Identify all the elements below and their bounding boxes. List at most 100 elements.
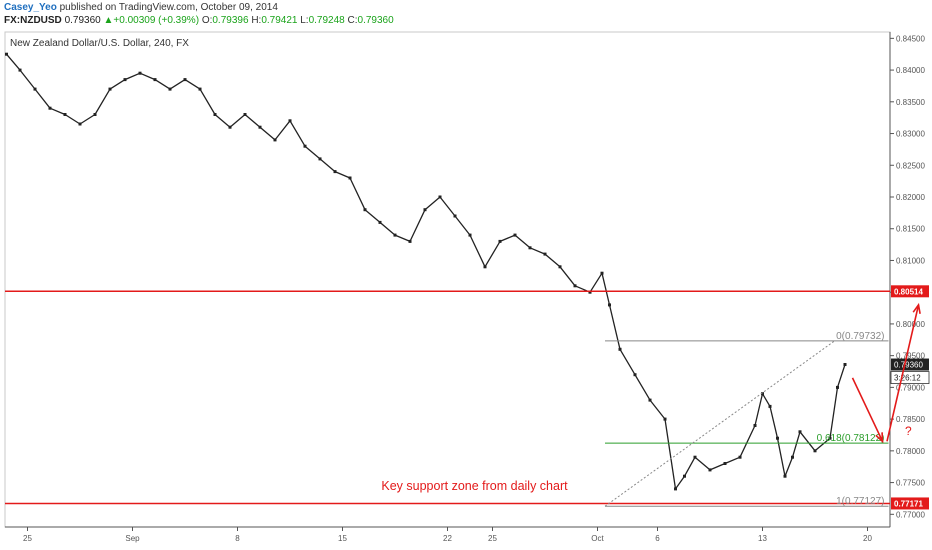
plot-frame bbox=[4, 31, 891, 528]
price-point bbox=[213, 113, 217, 116]
y-tick-label: 0.84500 bbox=[896, 34, 925, 43]
price-point bbox=[813, 449, 817, 453]
up-arrow-head bbox=[912, 302, 921, 314]
open-value: 0.79396 bbox=[212, 15, 249, 26]
y-tick-label: 0.83000 bbox=[896, 130, 925, 139]
x-tick-label: Oct bbox=[591, 534, 604, 543]
price-point bbox=[168, 87, 172, 91]
price-point bbox=[123, 78, 127, 82]
price-point bbox=[608, 303, 611, 307]
y-tick-label: 0.84000 bbox=[896, 66, 925, 75]
price-point bbox=[63, 113, 67, 116]
price-point bbox=[528, 246, 532, 250]
price-point bbox=[438, 195, 442, 199]
price-point bbox=[318, 157, 322, 161]
chart-title: New Zealand Dollar/U.S. Dollar, 240, FX bbox=[10, 38, 189, 49]
y-tick-label: 0.82500 bbox=[896, 161, 925, 170]
fib-trend-line bbox=[604, 340, 835, 507]
y-tick-label: 0.81000 bbox=[896, 256, 925, 265]
price-point bbox=[543, 252, 547, 256]
price-point bbox=[423, 208, 427, 212]
price-point bbox=[108, 87, 112, 91]
price-point bbox=[348, 176, 352, 180]
symbol-line: FX:NZDUSD 0.79360 ▲+0.00309 (+0.39%) O:0… bbox=[4, 15, 394, 26]
price-point bbox=[836, 385, 839, 389]
price-point bbox=[738, 455, 742, 459]
fib-level-label: 0(0.79732) bbox=[836, 331, 884, 342]
annotation-text: Key support zone from daily chart bbox=[381, 479, 568, 493]
price-point bbox=[828, 436, 832, 440]
price-change: +0.00309 (+0.39%) bbox=[113, 15, 200, 26]
price-point bbox=[693, 455, 697, 459]
price-point bbox=[633, 373, 637, 377]
current-price-tag bbox=[891, 358, 929, 371]
price-point bbox=[273, 138, 277, 142]
level-tag bbox=[891, 497, 929, 510]
price-point bbox=[5, 52, 8, 56]
x-tick-label: 13 bbox=[758, 534, 767, 543]
price-point bbox=[674, 487, 677, 491]
price-point bbox=[768, 404, 772, 408]
price-point bbox=[48, 106, 52, 110]
x-tick-label: 25 bbox=[23, 534, 32, 543]
price-point bbox=[776, 436, 779, 440]
price-point bbox=[453, 214, 457, 218]
level-tag-label: 0.80514 bbox=[894, 287, 923, 296]
price-point bbox=[228, 125, 232, 129]
fib-level-label: 0.618(0.78122) bbox=[817, 433, 885, 444]
price-point bbox=[198, 87, 202, 91]
change-up-icon: ▲ bbox=[103, 15, 114, 26]
publish-info: published on TradingView.com, October 09… bbox=[59, 2, 278, 13]
price-point bbox=[648, 398, 652, 402]
price-point bbox=[183, 78, 187, 82]
price-point bbox=[303, 144, 307, 148]
low-value: 0.79248 bbox=[308, 15, 345, 26]
price-point bbox=[333, 170, 337, 174]
price-point bbox=[683, 474, 686, 478]
price-point bbox=[558, 265, 562, 269]
current-price-label: 0.79360 bbox=[894, 361, 923, 370]
y-tick-label: 0.82000 bbox=[896, 193, 925, 202]
open-label: O: bbox=[201, 15, 213, 26]
price-point bbox=[243, 113, 247, 116]
price-point bbox=[753, 424, 757, 427]
price-point bbox=[33, 87, 37, 91]
level-tag-label: 0.77171 bbox=[894, 499, 923, 508]
x-tick-label: 22 bbox=[443, 534, 452, 543]
price-point bbox=[468, 233, 472, 237]
price-point bbox=[588, 290, 592, 294]
price-point bbox=[153, 78, 157, 82]
price-point bbox=[498, 239, 502, 243]
author-name[interactable]: Casey_Yeo bbox=[4, 2, 57, 13]
price-point bbox=[791, 455, 794, 459]
price-point bbox=[138, 71, 142, 75]
high-label: H: bbox=[251, 15, 262, 26]
x-tick-label: Sep bbox=[125, 534, 140, 543]
x-tick-label: 20 bbox=[863, 534, 872, 543]
y-tick-label: 0.79500 bbox=[896, 352, 925, 361]
price-point bbox=[708, 468, 712, 472]
price-point bbox=[78, 122, 82, 126]
price-point bbox=[513, 233, 517, 237]
y-tick-label: 0.80000 bbox=[896, 320, 925, 329]
countdown-label: 3:26:12 bbox=[894, 374, 921, 383]
price-point bbox=[483, 265, 487, 269]
y-tick-label: 0.78500 bbox=[896, 415, 925, 424]
price-point bbox=[783, 474, 787, 478]
annotation-question: ? bbox=[905, 424, 912, 438]
price-point bbox=[93, 113, 97, 116]
price-point bbox=[258, 125, 262, 129]
x-tick-label: 15 bbox=[338, 534, 347, 543]
price-point bbox=[761, 392, 764, 396]
y-tick-label: 0.79000 bbox=[896, 383, 925, 392]
price-point bbox=[663, 417, 667, 421]
price-point bbox=[618, 347, 622, 351]
up-arrow bbox=[886, 304, 920, 442]
close-label: C: bbox=[347, 15, 358, 26]
down-arrow bbox=[851, 377, 884, 442]
x-tick-label: 8 bbox=[235, 534, 240, 543]
low-label: L: bbox=[300, 15, 309, 26]
down-arrow-head bbox=[875, 432, 884, 444]
